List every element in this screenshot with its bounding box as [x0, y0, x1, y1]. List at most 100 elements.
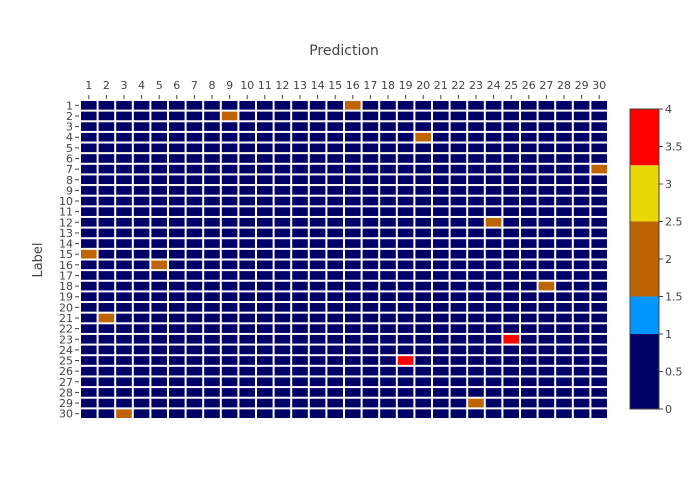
colorbar-tick-label: 0.5 — [665, 366, 683, 379]
heatmap-cell — [573, 334, 590, 344]
heatmap-cell — [327, 398, 343, 408]
heatmap-cell — [257, 164, 273, 174]
heatmap-cell — [573, 132, 590, 142]
heatmap-cell — [186, 271, 203, 280]
heatmap-cell — [204, 366, 220, 376]
heatmap-cell — [292, 356, 308, 365]
heatmap-cell — [169, 356, 185, 365]
heatmap-cell — [81, 175, 97, 185]
heatmap-cell — [450, 281, 467, 291]
heatmap-cell — [292, 281, 308, 291]
heatmap-cell — [538, 377, 555, 387]
heatmap-cell — [257, 398, 273, 408]
heatmap-cell — [204, 228, 220, 238]
heatmap-cell — [591, 260, 607, 270]
heatmap-cell — [397, 239, 414, 248]
heatmap-cell — [521, 175, 537, 185]
heatmap-cell — [345, 154, 361, 163]
heatmap-cell — [292, 324, 308, 333]
heatmap-cell — [538, 217, 555, 227]
heatmap-cell — [503, 175, 519, 185]
heatmap-cell — [81, 388, 97, 397]
heatmap-cell — [485, 154, 502, 163]
heatmap-cell — [151, 154, 167, 163]
heatmap-cell — [468, 186, 484, 195]
heatmap-cell — [151, 175, 167, 185]
heatmap-cell — [81, 196, 97, 206]
colorbar-band — [630, 109, 659, 166]
heatmap-cell — [169, 366, 185, 376]
heatmap-cell — [503, 281, 519, 291]
heatmap-cell — [292, 164, 308, 174]
heatmap-cell — [169, 154, 185, 163]
heatmap-cell — [573, 207, 590, 216]
heatmap-cell — [468, 377, 484, 387]
heatmap-cell — [468, 154, 484, 163]
heatmap-cell — [468, 292, 484, 302]
heatmap-cell — [538, 111, 555, 121]
heatmap-cell — [169, 239, 185, 248]
heatmap-cell — [292, 292, 308, 302]
heatmap-cell — [433, 196, 449, 206]
heatmap-cell — [169, 334, 185, 344]
heatmap-cell — [415, 249, 431, 259]
heatmap-cell — [98, 143, 115, 153]
heatmap-cell — [503, 196, 519, 206]
y-tick-label: 26 — [59, 365, 73, 378]
heatmap-cell — [591, 281, 607, 291]
heatmap-cell — [309, 175, 326, 185]
heatmap-cell — [591, 154, 607, 163]
heatmap-cell — [415, 154, 431, 163]
heatmap-cell — [186, 260, 203, 270]
heatmap-cell — [98, 271, 115, 280]
heatmap-cell — [327, 175, 343, 185]
heatmap-cell — [98, 303, 115, 312]
heatmap-cell — [397, 303, 414, 312]
heatmap-cell — [151, 186, 167, 195]
heatmap-cell — [362, 324, 379, 333]
heatmap-cell — [133, 292, 150, 302]
y-axis-title: Label — [31, 242, 46, 277]
heatmap-cell — [380, 111, 396, 121]
heatmap-cell — [116, 101, 132, 110]
heatmap-cell — [503, 164, 519, 174]
heatmap-cell — [81, 154, 97, 163]
heatmap-cell — [485, 132, 502, 142]
heatmap-cell — [415, 175, 431, 185]
heatmap-cell — [415, 366, 431, 376]
heatmap-cell — [151, 388, 167, 397]
heatmap-cell — [81, 186, 97, 195]
heatmap-cell — [362, 345, 379, 355]
heatmap-cell — [397, 154, 414, 163]
heatmap-cell — [573, 303, 590, 312]
heatmap-cell — [397, 324, 414, 333]
heatmap-cell — [573, 217, 590, 227]
heatmap-cell — [133, 217, 150, 227]
heatmap-cell — [485, 356, 502, 365]
heatmap-cell — [468, 334, 484, 344]
heatmap-cell — [450, 175, 467, 185]
heatmap-cell — [309, 239, 326, 248]
heatmap-cell — [327, 101, 343, 110]
heatmap-cell — [556, 398, 572, 408]
heatmap-cell — [345, 303, 361, 312]
heatmap-cell — [521, 132, 537, 142]
heatmap-cell — [433, 281, 449, 291]
heatmap-cell — [591, 366, 607, 376]
heatmap-cell — [397, 101, 414, 110]
heatmap-cell — [538, 356, 555, 365]
y-tick-label: 10 — [59, 195, 73, 208]
heatmap-cell — [239, 366, 255, 376]
heatmap-cell — [573, 281, 590, 291]
heatmap-cell — [450, 111, 467, 121]
heatmap-cell — [468, 217, 484, 227]
heatmap-cell — [380, 132, 396, 142]
heatmap-cell — [151, 281, 167, 291]
heatmap-cell — [468, 207, 484, 216]
heatmap-cell — [169, 143, 185, 153]
heatmap-cell — [485, 164, 502, 174]
heatmap-cell — [485, 409, 502, 418]
x-tick-label: 28 — [557, 79, 571, 92]
heatmap-cell — [327, 271, 343, 280]
